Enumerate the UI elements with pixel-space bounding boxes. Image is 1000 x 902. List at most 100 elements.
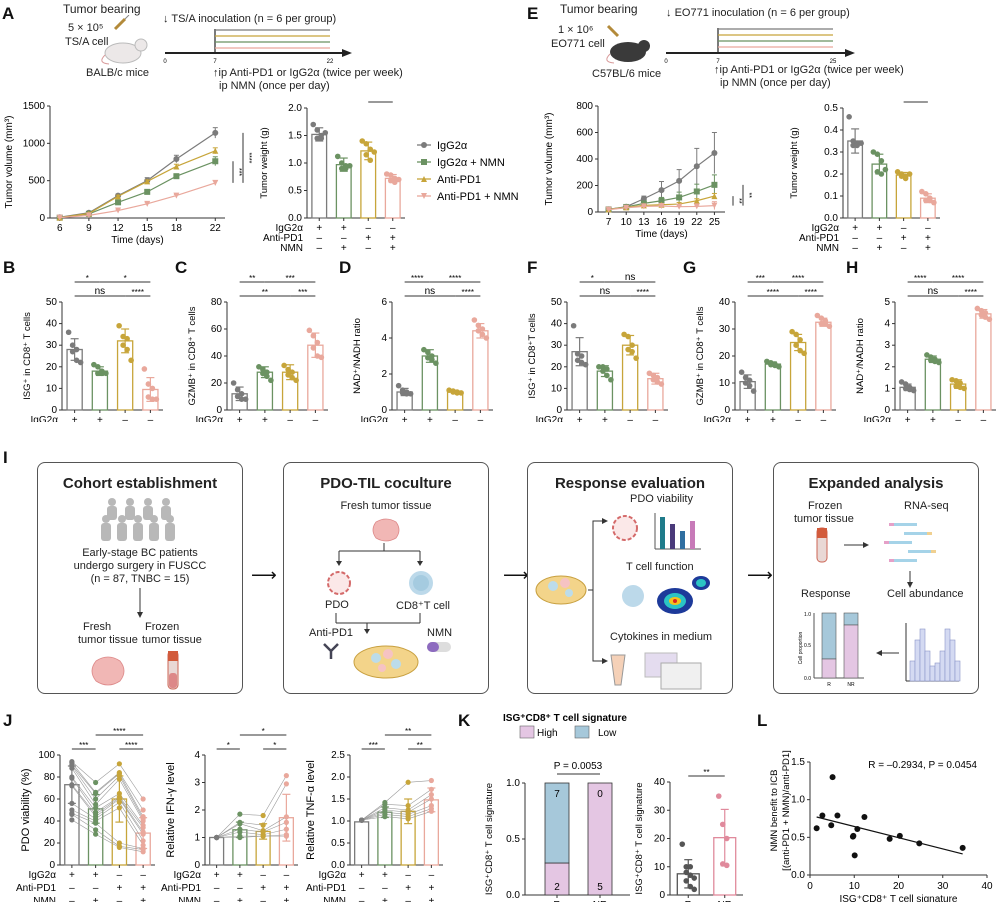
data-point xyxy=(212,147,219,154)
data-point xyxy=(428,808,434,814)
chart-j-ifng: 0 1 2 3 4 Relative IFN-γ level IgG2α + + – – Anti-P… xyxy=(161,727,298,902)
data-point xyxy=(676,194,683,201)
y-tick-label: 0 xyxy=(884,405,890,416)
y-tick-label: 40 xyxy=(654,777,666,788)
sig-label: **** xyxy=(132,288,144,297)
treatment-row-label: IgG2α xyxy=(812,223,840,234)
data-point xyxy=(629,342,635,348)
culture-dish-icon xyxy=(535,575,587,605)
data-point xyxy=(957,380,963,386)
y-tick-label: 100 xyxy=(38,750,55,761)
paired-line xyxy=(216,783,287,838)
y-tick-label: 0 xyxy=(556,405,562,416)
y-tick-label: 0.5 xyxy=(331,838,345,849)
mini-ytick: 0.5 xyxy=(804,643,811,649)
mini-xtick: NR xyxy=(847,682,855,688)
coculture-antipd1: Anti-PD1 xyxy=(309,627,354,639)
regression-line xyxy=(816,816,963,855)
y-tick-label: 30 xyxy=(551,340,563,351)
data-point xyxy=(608,376,614,383)
chart-k-stacked: ISG⁺CD8⁺ T cell signature High Low P = 0.00… xyxy=(484,713,630,902)
data-point xyxy=(260,822,266,828)
data-point xyxy=(801,350,807,357)
series-line xyxy=(59,150,216,219)
data-point xyxy=(878,171,885,177)
e-cell-label: EO771 cell xyxy=(551,38,605,50)
data-point xyxy=(818,320,825,327)
treatment-sign: – xyxy=(359,896,365,902)
syringe-icon xyxy=(113,15,130,31)
sig-label: **** xyxy=(767,288,779,297)
expanded-frozen: Frozen xyxy=(808,500,843,512)
sig-label: ns xyxy=(425,286,436,297)
data-point xyxy=(237,821,243,827)
data-point xyxy=(149,385,156,392)
y-tick-label: 30 xyxy=(654,805,666,816)
data-point xyxy=(283,833,289,839)
x-tick-label: 16 xyxy=(656,217,668,228)
paired-line xyxy=(71,784,144,833)
coculture-tcell: CD8⁺T cell xyxy=(396,600,450,612)
box-title-expanded: Expanded analysis xyxy=(808,475,944,492)
data-point xyxy=(834,812,841,819)
treatment-sign: – xyxy=(93,883,99,894)
sig-label: ns xyxy=(928,286,939,297)
y-tick-label: 60 xyxy=(44,794,56,805)
bar-group-0 xyxy=(847,128,864,221)
x-tick-label: R xyxy=(685,900,692,902)
treatment-sign: + xyxy=(930,415,936,422)
treatment-sign: – xyxy=(365,223,371,234)
y-tick-label: 1.5 xyxy=(791,757,805,768)
data-point xyxy=(676,177,683,184)
series-antipd1_nmn xyxy=(56,179,219,221)
paired-line xyxy=(71,819,144,853)
data-point xyxy=(986,316,993,323)
treatment-row-label: Anti-PD1 xyxy=(16,883,56,894)
a-dose-label: 5 × 10⁵ xyxy=(68,22,104,34)
data-point xyxy=(149,396,156,402)
treatment-sign: + xyxy=(577,415,583,422)
data-point xyxy=(69,348,76,355)
data-point xyxy=(289,374,295,381)
data-point xyxy=(144,200,151,207)
x-tick-label: 22 xyxy=(691,217,703,228)
x-tick-label: 9 xyxy=(86,223,92,234)
data-point xyxy=(471,317,478,323)
data-point xyxy=(428,796,434,802)
paired-line xyxy=(216,828,287,838)
data-point xyxy=(789,328,795,335)
y-tick-label: 20 xyxy=(44,838,56,849)
data-point xyxy=(283,819,289,825)
treatment-sign: – xyxy=(901,223,907,234)
data-point xyxy=(902,381,909,387)
treatment-sign: – xyxy=(313,415,319,422)
data-point xyxy=(850,832,857,839)
y-axis-label: NAD⁺/NADH ratio xyxy=(855,318,866,394)
treatment-sign: – xyxy=(214,883,220,894)
sig-label: ** xyxy=(262,288,268,297)
bar xyxy=(764,363,782,411)
treatment-sign: – xyxy=(627,415,633,422)
down-arrow-icon: ↓ xyxy=(666,7,675,19)
nmn-pill-icon xyxy=(427,642,451,652)
data-point xyxy=(910,387,917,394)
black-mouse-icon xyxy=(606,40,650,64)
x-tick-label: 19 xyxy=(674,217,686,228)
data-point xyxy=(711,181,718,188)
data-point xyxy=(829,774,836,781)
sig-label: **** xyxy=(462,288,474,297)
coculture-flow-lines xyxy=(335,543,423,634)
data-point xyxy=(676,203,683,210)
bar-group-2 xyxy=(621,334,639,413)
sig-label: **** xyxy=(805,288,817,297)
data-point xyxy=(719,821,726,828)
timeline-arrow-icon xyxy=(342,49,352,57)
data-point xyxy=(260,370,266,377)
paired-line xyxy=(71,801,144,841)
arrow-right-icon: ⟶ xyxy=(747,565,773,585)
y-tick-label: 2.5 xyxy=(331,750,345,761)
y-tick-label: 400 xyxy=(576,154,593,165)
data-point xyxy=(173,163,180,170)
treatment-sign: + xyxy=(140,883,146,894)
treatment-sign: – xyxy=(821,415,827,422)
